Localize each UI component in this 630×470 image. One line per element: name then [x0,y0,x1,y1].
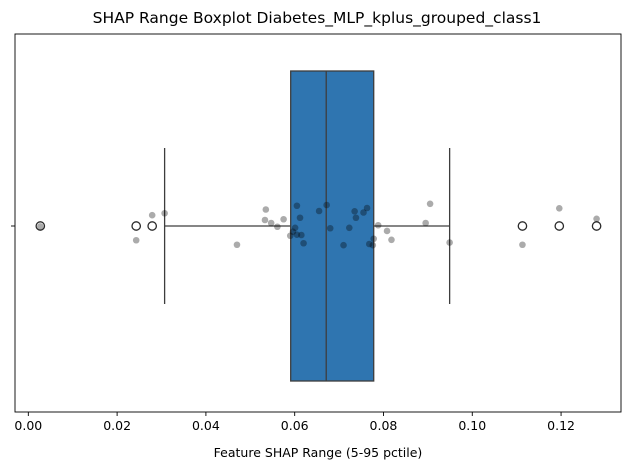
iqr-box [290,70,375,382]
x-axis-label: Feature SHAP Range (5-95 pctile) [214,445,423,460]
chart-title: SHAP Range Boxplot Diabetes_MLP_kplus_gr… [93,9,542,28]
outlier-point [147,221,158,231]
strip-point [315,207,323,215]
strip-point [293,202,301,210]
strip-point [351,208,358,215]
strip-point [326,224,334,232]
strip-point [291,224,299,232]
strip-point [422,219,429,227]
x-tick-label: 0.12 [547,418,575,433]
strip-point [365,240,373,248]
strip-point [555,205,563,212]
outlier-point [35,221,46,231]
strip-point [593,215,600,223]
outlier-point [591,221,602,231]
strip-point [267,219,275,227]
strip-point [289,228,297,235]
strip-point [261,216,269,224]
strip-point [161,209,168,217]
x-axis: 0.00 0.02 0.04 0.06 0.08 0.10 0.12 [14,412,575,433]
outlier-point [131,221,142,231]
x-tick-label: 0.02 [103,418,131,433]
strip-point [374,221,382,229]
strip-point [446,239,453,246]
x-tick-label: 0.06 [281,418,309,433]
strip-point [300,239,307,247]
strip-point [298,231,305,239]
strip-point [340,241,347,249]
strip-point [383,227,391,235]
strip-point [262,206,270,213]
strip-point [519,241,526,249]
strip-point [286,232,294,240]
strip-point [148,211,156,219]
strip-point [296,214,304,222]
plot-area [35,70,602,382]
strip-point [345,224,353,232]
strip-point [352,214,360,222]
strip-point [37,223,44,230]
strip-point [280,215,287,223]
strip-point [274,223,281,231]
strip-point [360,209,367,216]
outlier-point [554,221,565,231]
outlier-point [517,221,528,231]
strip-point [369,241,377,249]
x-tick-label: 0.10 [458,418,486,433]
x-tick-label: 0.04 [192,418,220,433]
strip-point [323,201,330,209]
strip-point [426,200,434,208]
x-tick-label: 0.08 [370,418,398,433]
plot-frame [14,33,622,413]
strip-point [293,231,301,238]
strip-point [388,236,395,244]
strip-point [132,236,140,244]
strip-point [363,204,371,212]
x-tick-label: 0.00 [14,418,42,433]
strip-point [370,235,378,243]
strip-point [233,241,241,249]
